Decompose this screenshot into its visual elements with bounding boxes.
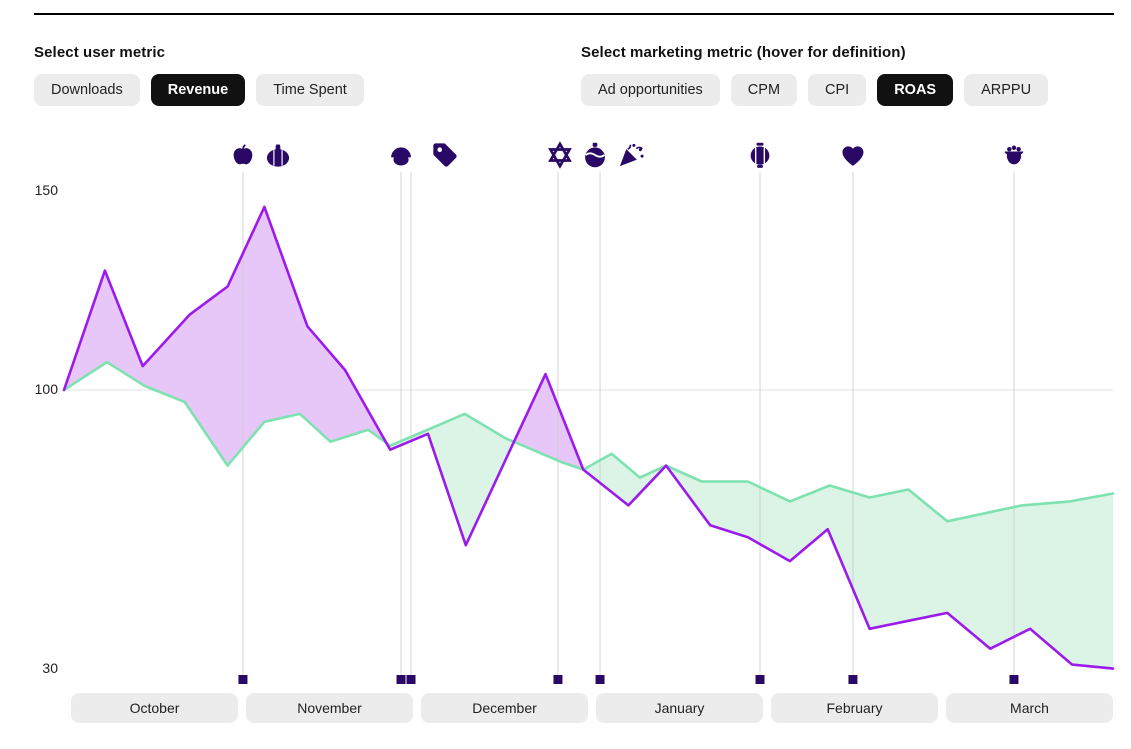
- event-marker: [553, 675, 563, 684]
- roas-lead-fill: [64, 362, 1113, 669]
- event-marker: [396, 675, 406, 684]
- tag-icon[interactable]: [433, 143, 457, 167]
- y-tick-30: 30: [42, 659, 58, 676]
- x-axis-months: October November December January February Ma…: [71, 693, 1113, 723]
- month-label-february: February: [771, 693, 938, 723]
- marketing-metric-option-cpi[interactable]: CPI: [808, 74, 867, 106]
- pumpkin-icon[interactable]: [266, 143, 290, 168]
- user-metric-option-downloads[interactable]: Downloads: [34, 74, 140, 106]
- marketing-metric-option-cpm[interactable]: CPM: [730, 74, 798, 106]
- event-marker: [1009, 675, 1019, 684]
- heart-icon[interactable]: [842, 146, 864, 166]
- marketing-metric-label: Select marketing metric (hover for defin…: [581, 44, 906, 61]
- lantern-icon[interactable]: [749, 142, 771, 169]
- event-marker: [755, 675, 765, 684]
- user-metric-option-revenue[interactable]: Revenue: [150, 74, 246, 106]
- turkey-icon[interactable]: [391, 147, 411, 166]
- top-divider: [34, 13, 1114, 15]
- month-label-december: December: [421, 693, 588, 723]
- roas-line: [62, 360, 1115, 523]
- marketing-metric-options: Ad opportunities CPM CPI ROAS ARPPU: [581, 74, 1049, 106]
- user-metric-label: Select user metric: [34, 44, 166, 61]
- party-popper-icon[interactable]: [619, 143, 645, 167]
- marketing-metric-option-arppu[interactable]: ARPPU: [964, 74, 1049, 106]
- event-marker: [848, 675, 858, 684]
- y-tick-100: 100: [34, 381, 58, 397]
- star-of-david-icon[interactable]: [549, 142, 571, 168]
- user-metric-option-time-spent[interactable]: Time Spent: [256, 74, 364, 106]
- month-label-march: March: [946, 693, 1113, 723]
- marketing-metric-group: Select marketing metric (hover for defin…: [581, 44, 1049, 106]
- user-metric-group: Select user metric Downloads Revenue Time …: [34, 44, 364, 106]
- marketing-metric-option-ad-opportunities[interactable]: Ad opportunities: [581, 74, 720, 106]
- event-marker: [238, 675, 248, 684]
- revenue-lead-fill: [64, 206, 1113, 522]
- month-label-october: October: [71, 693, 238, 723]
- month-label-november: November: [246, 693, 413, 723]
- apple-icon[interactable]: [233, 144, 253, 165]
- pot-icon[interactable]: [1004, 145, 1024, 165]
- event-marker: [595, 675, 605, 684]
- event-marker: [406, 675, 416, 684]
- y-tick-150: 150: [34, 182, 58, 198]
- marketing-metric-option-roas[interactable]: ROAS: [877, 74, 954, 106]
- user-metric-options: Downloads Revenue Time Spent: [34, 74, 364, 106]
- ornament-icon[interactable]: [584, 141, 606, 169]
- revenue-line: [62, 205, 1115, 670]
- month-label-january: January: [596, 693, 763, 723]
